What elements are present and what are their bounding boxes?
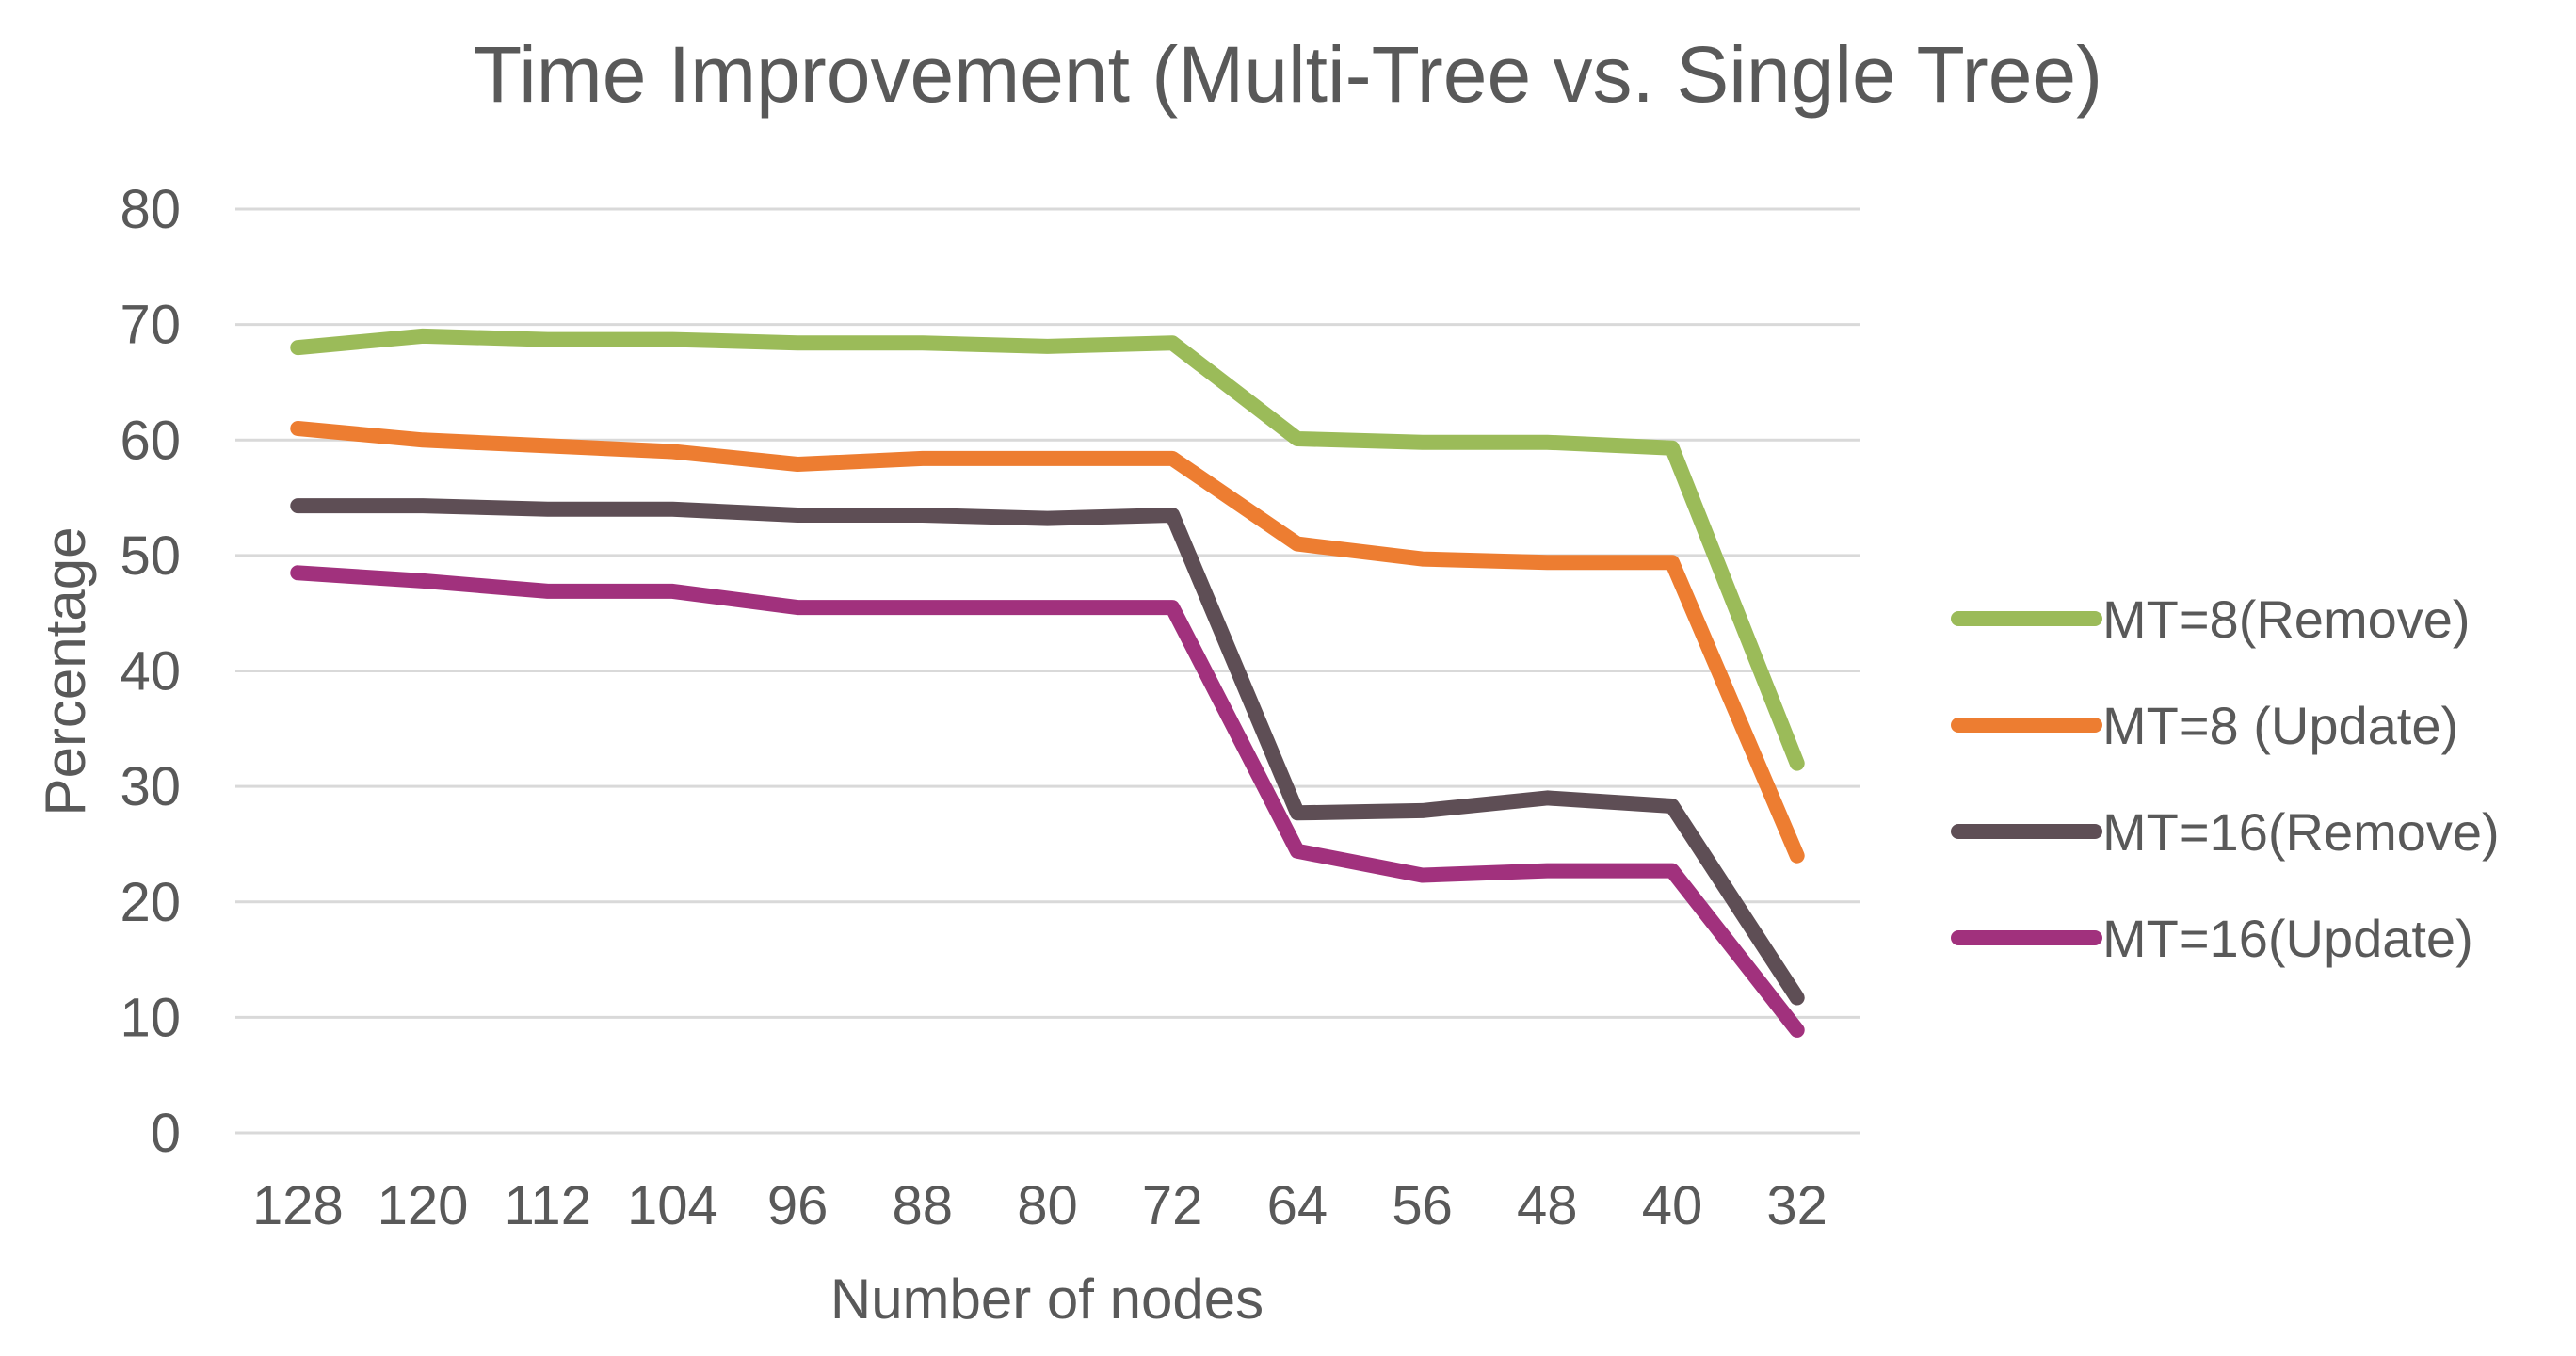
x-tick-label: 112 [504, 1175, 590, 1236]
x-tick-label: 128 [252, 1175, 344, 1236]
y-tick-label: 0 [151, 1103, 181, 1164]
series-line-3 [290, 498, 1805, 1006]
x-axis-ticks: 128 120 112 104 96 88 80 72 64 56 48 40 32 [252, 1175, 1827, 1236]
y-axis-ticks: 0 10 20 30 40 50 60 70 80 [120, 179, 181, 1164]
x-tick-label: 32 [1766, 1175, 1827, 1236]
x-tick-label: 64 [1267, 1175, 1328, 1236]
y-tick-label: 50 [120, 525, 181, 587]
x-tick-label: 48 [1517, 1175, 1578, 1236]
chart-title: Time Improvement (Multi-Tree vs. Single … [474, 30, 2102, 119]
x-tick-label: 80 [1017, 1175, 1078, 1236]
y-tick-label: 10 [120, 987, 181, 1048]
y-tick-label: 80 [120, 179, 181, 240]
x-axis-title: Number of nodes [830, 1267, 1264, 1331]
x-tick-label: 120 [378, 1175, 469, 1236]
legend-label-1: MT=8(Remove) [2102, 589, 2471, 649]
y-axis-title: Percentage [34, 527, 97, 816]
y-tick-label: 70 [120, 295, 181, 356]
series-line-4 [290, 565, 1805, 1038]
x-tick-label: 72 [1142, 1175, 1203, 1236]
series-line-1 [290, 328, 1805, 771]
y-tick-label: 60 [120, 410, 181, 471]
legend-label-2: MT=8 (Update) [2102, 696, 2458, 755]
x-tick-label: 104 [627, 1175, 718, 1236]
series-line-2 [290, 421, 1805, 864]
y-tick-label: 30 [120, 756, 181, 817]
legend-label-4: MT=16(Update) [2102, 909, 2473, 968]
x-tick-label: 40 [1642, 1175, 1703, 1236]
legend: MT=8(Remove) MT=8 (Update) MT=16(Remove) MT… [1951, 589, 2500, 968]
x-tick-label: 96 [767, 1175, 829, 1236]
x-tick-label: 56 [1392, 1175, 1453, 1236]
y-tick-label: 40 [120, 641, 181, 702]
legend-label-3: MT=16(Remove) [2102, 802, 2500, 862]
series-lines [290, 328, 1805, 1038]
y-tick-label: 20 [120, 872, 181, 933]
x-tick-label: 88 [893, 1175, 954, 1236]
